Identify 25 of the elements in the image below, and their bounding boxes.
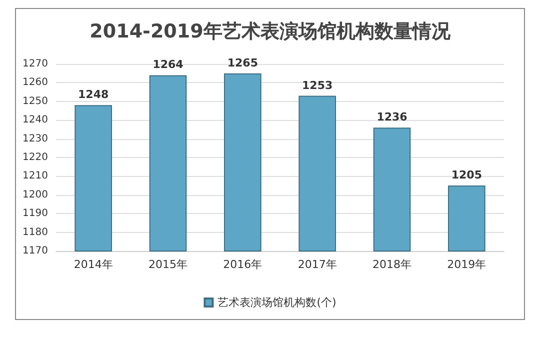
x-tick-label: 2015年 xyxy=(148,258,188,271)
y-tick-label: 1170 xyxy=(22,246,48,256)
y-tick-label: 1190 xyxy=(22,208,48,220)
data-label: 1265 xyxy=(227,56,258,70)
legend-label: 艺术表演场馆机构数(个) xyxy=(218,296,336,309)
data-label: 1205 xyxy=(451,168,482,182)
y-tick-label: 1250 xyxy=(22,96,48,107)
y-tick-label: 1200 xyxy=(22,189,48,200)
chart-title: 2014-2019年艺术表演场馆机构数量情况 xyxy=(90,20,452,42)
data-label: 1248 xyxy=(78,88,109,102)
x-tick-label: 2016年 xyxy=(223,258,262,271)
y-tick-label: 1180 xyxy=(22,226,48,238)
y-tick-label: 1230 xyxy=(22,133,48,144)
y-tick-label: 1260 xyxy=(22,77,48,88)
data-label: 1236 xyxy=(376,110,408,124)
x-tick-label: 2019年 xyxy=(447,258,486,271)
data-label: 1253 xyxy=(302,78,333,92)
x-tick-label: 2018年 xyxy=(372,258,412,271)
y-tick-label: 1270 xyxy=(22,58,48,70)
x-tick-label: 2014年 xyxy=(74,258,113,271)
x-tick-label: 2017年 xyxy=(298,258,337,271)
y-tick-label: 1240 xyxy=(22,114,48,126)
y-tick-label: 1210 xyxy=(22,170,48,182)
data-label: 1264 xyxy=(152,58,184,72)
y-tick-label: 1220 xyxy=(22,152,48,163)
